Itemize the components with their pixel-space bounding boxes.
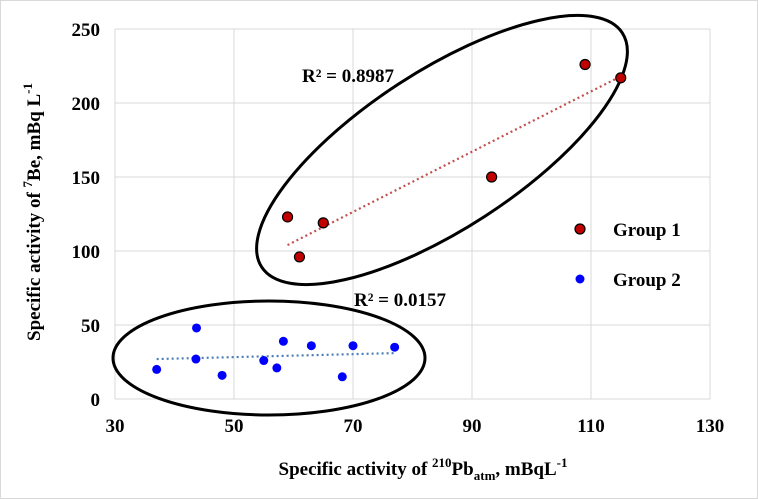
x-tick-labels: 30 50 70 90 110 130 xyxy=(106,416,725,437)
group-1-ellipse xyxy=(255,13,629,287)
y-tick-label: 150 xyxy=(72,168,101,189)
trendline-1 xyxy=(287,75,622,247)
group-1-point xyxy=(317,217,329,229)
y-tick-label: 200 xyxy=(72,94,101,115)
group-2-point xyxy=(390,342,400,352)
group-2-point xyxy=(152,364,162,374)
x-axis-title: Specific activity of 210Pbatm, mBqL-1 xyxy=(279,455,568,483)
x-tick-label: 30 xyxy=(106,416,125,437)
group-2-point xyxy=(191,354,201,364)
group-2-point xyxy=(348,341,358,351)
group-2-point xyxy=(278,336,288,346)
group-1-point xyxy=(486,171,498,183)
legend: Group 1 Group 2 xyxy=(574,220,681,291)
x-tick-label: 50 xyxy=(225,416,244,437)
group-1-point xyxy=(579,58,591,71)
r2-label-group-1: R² = 0.8987 xyxy=(302,66,394,87)
group-2-point xyxy=(192,323,202,333)
x-tick-label: 130 xyxy=(696,416,725,437)
legend-marker-group-1 xyxy=(574,223,586,235)
y-tick-labels: 0 50 100 150 200 250 xyxy=(72,20,101,411)
x-tick-label: 90 xyxy=(463,416,482,437)
trendlines xyxy=(156,75,622,361)
grid-lines xyxy=(114,28,711,400)
r2-label-group-2: R² = 0.0157 xyxy=(354,290,446,311)
legend-label-group-1: Group 1 xyxy=(613,220,681,241)
y-tick-label: 50 xyxy=(81,316,100,337)
group-2-point xyxy=(337,372,347,382)
r2-annotations: R² = 0.8987 R² = 0.0157 xyxy=(302,66,446,311)
legend-label-group-2: Group 2 xyxy=(613,270,681,291)
group-2-ellipse xyxy=(111,299,427,417)
group-1-point xyxy=(293,251,306,263)
y-tick-label: 0 xyxy=(91,390,101,411)
group-1-point xyxy=(281,211,294,223)
x-tick-label: 70 xyxy=(344,416,363,437)
group-2-point xyxy=(217,370,227,380)
legend-marker-group-2 xyxy=(575,274,585,284)
data-points xyxy=(152,58,627,382)
group-2-point xyxy=(259,356,269,366)
x-tick-label: 110 xyxy=(577,416,604,437)
group-1-point xyxy=(615,72,627,84)
cluster-ellipses xyxy=(111,13,629,417)
y-axis-title: Specific activity of 7Be, mBq L-1 xyxy=(20,83,45,341)
y-tick-label: 250 xyxy=(72,20,101,41)
group-2-point xyxy=(272,363,282,373)
group-2-point xyxy=(306,341,316,351)
y-tick-label: 100 xyxy=(72,242,101,263)
